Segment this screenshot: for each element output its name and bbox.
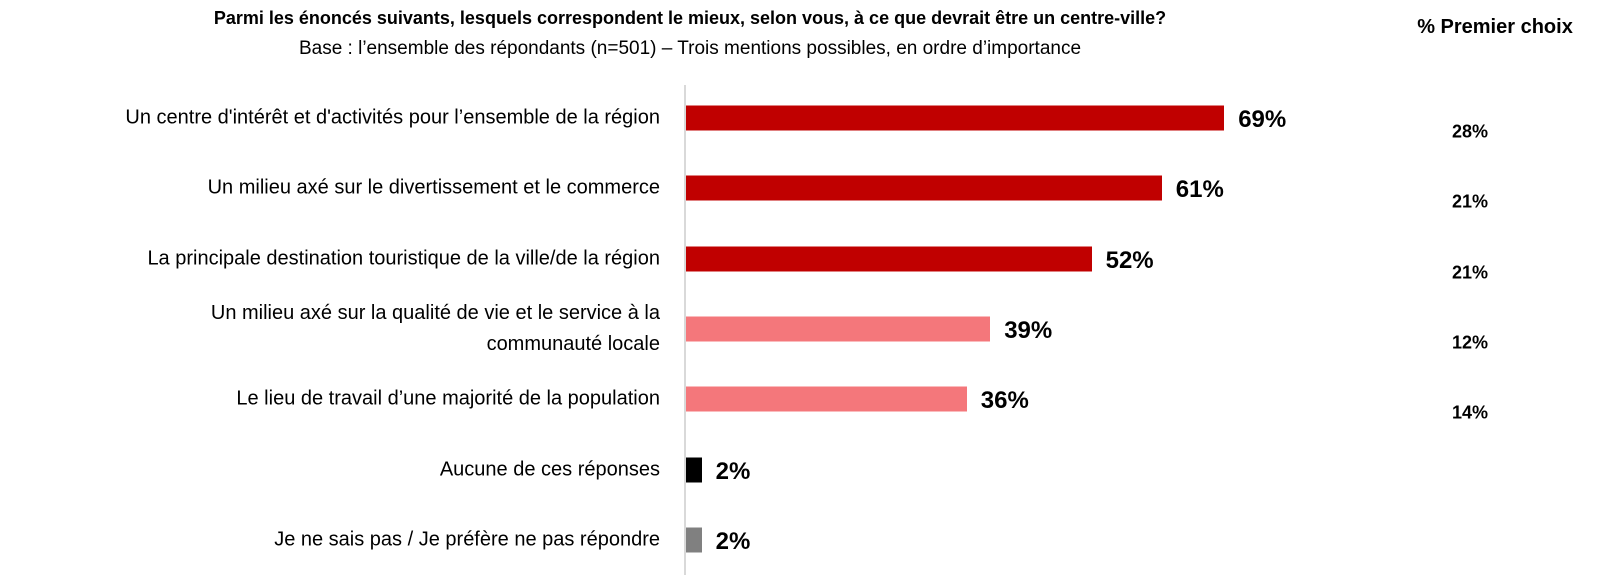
value-label: 39% [1004, 316, 1053, 344]
chart-subtitle: Base : l’ensemble des répondants (n=501)… [298, 38, 1082, 59]
category-axis [684, 85, 686, 575]
category-label: Aucune de ces réponses [439, 458, 660, 480]
first-choice-label: 28% [1451, 121, 1489, 142]
bar [686, 105, 1225, 131]
first-choice-label: 12% [1451, 332, 1489, 353]
category-label: Un milieu axé sur le divertissement et l… [207, 176, 660, 199]
value-label: 69% [1238, 106, 1287, 133]
bar [686, 527, 702, 553]
first-choice-label: 14% [1451, 402, 1489, 423]
value-label: 2% [715, 457, 751, 485]
value-label: 61% [1175, 176, 1224, 204]
category-label: La principale destination touristique de… [147, 247, 660, 270]
value-label: 2% [715, 527, 751, 555]
category-label: Un milieu axé sur la qualité de vie et l… [210, 301, 660, 355]
bar [686, 175, 1162, 201]
first-choice-label: 21% [1451, 262, 1489, 283]
value-label: 36% [980, 387, 1029, 415]
category-label: Un centre d'intérêt et d'activités pour … [125, 106, 660, 129]
bar [686, 246, 1092, 272]
chart-title: Parmi les énoncés suivants, lesquels cor… [213, 8, 1167, 28]
category-label: Je ne sais pas / Je préfère ne pas répon… [274, 528, 660, 551]
category-label: Le lieu de travail d’une majorité de la … [236, 387, 660, 410]
bar [686, 386, 967, 412]
value-label: 52% [1105, 246, 1154, 274]
bar [686, 457, 702, 482]
bar [686, 316, 991, 342]
first-choice-label: 21% [1451, 191, 1489, 212]
first-choice-title: % Premier choix [1417, 16, 1573, 38]
